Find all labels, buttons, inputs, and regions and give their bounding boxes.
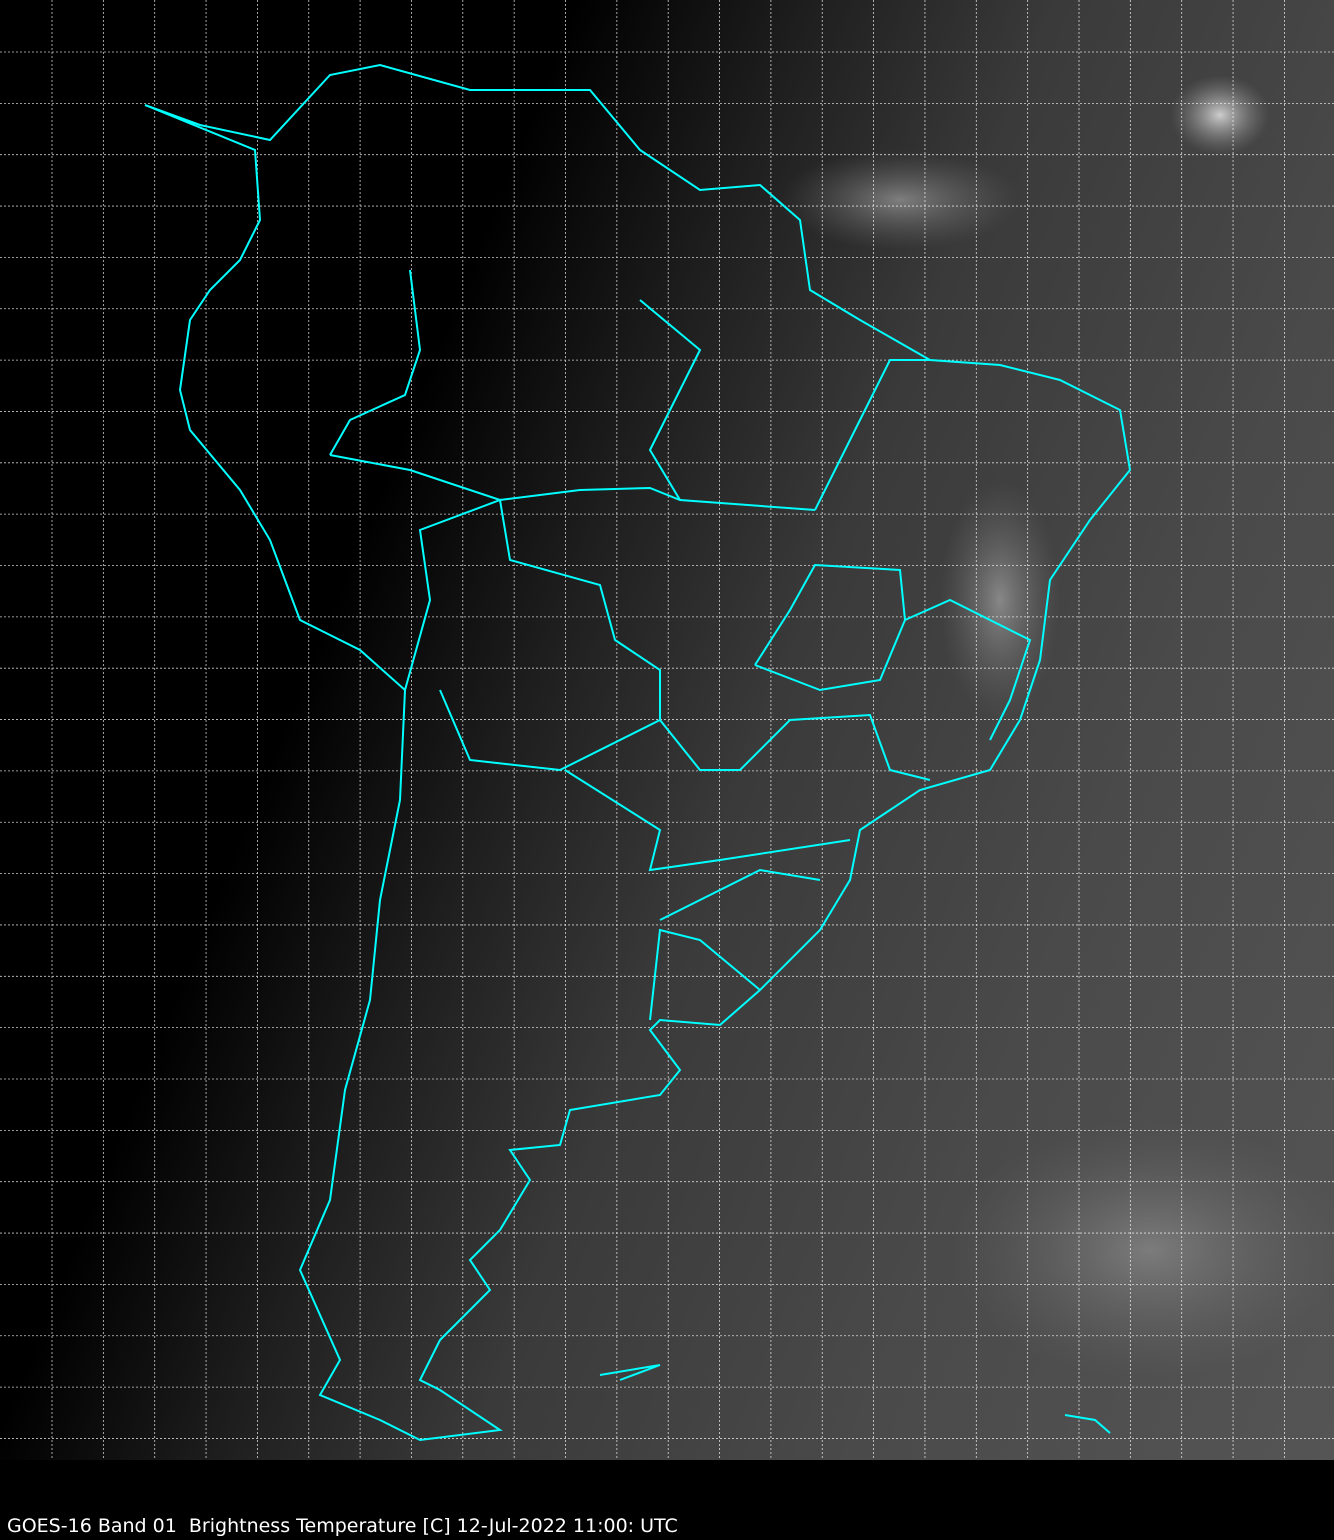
south-america-coastline bbox=[144, 63, 1132, 1442]
coastlines-borders bbox=[144, 63, 1132, 1442]
border bbox=[904, 598, 1032, 741]
border bbox=[329, 454, 816, 511]
border bbox=[404, 498, 661, 772]
border bbox=[814, 359, 930, 511]
cloud-patch bbox=[950, 1120, 1334, 1380]
border bbox=[599, 1364, 661, 1381]
map-overlay bbox=[0, 0, 1334, 1460]
border bbox=[564, 769, 851, 872]
lat-lon-grid bbox=[0, 0, 1334, 1460]
image-caption: GOES-16 Band 01 Brightness Temperature [… bbox=[7, 1515, 678, 1537]
border bbox=[639, 299, 702, 501]
cloud-patch bbox=[1170, 75, 1270, 155]
satellite-image bbox=[0, 0, 1334, 1460]
cloud-patch bbox=[940, 480, 1060, 720]
border bbox=[649, 928, 761, 1021]
border bbox=[659, 713, 931, 781]
border bbox=[1064, 1414, 1111, 1434]
border bbox=[659, 868, 821, 921]
border bbox=[329, 269, 422, 456]
border bbox=[754, 563, 907, 692]
cloud-patch bbox=[780, 150, 1020, 250]
